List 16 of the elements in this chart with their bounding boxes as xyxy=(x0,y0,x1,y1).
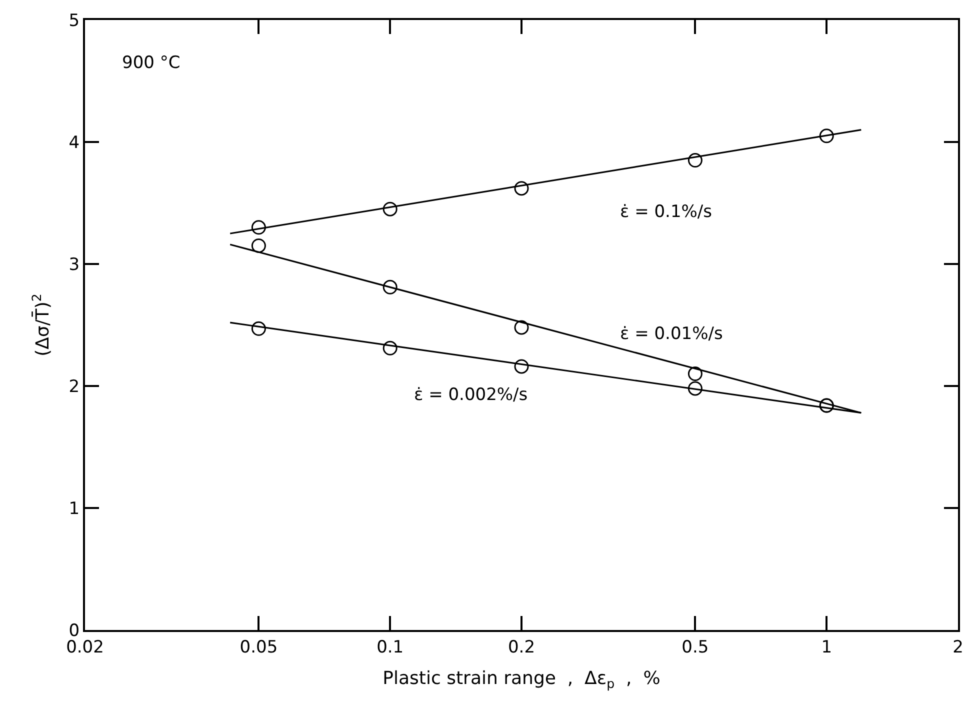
y-tick-label: 2 xyxy=(68,376,80,397)
annotation: ε̇ = 0.1%/s xyxy=(620,202,712,222)
x-tick-label: 0.1 xyxy=(376,637,404,658)
x-tick-label: 2 xyxy=(952,637,964,658)
y-tick-label: 5 xyxy=(68,10,80,31)
x-tick-label: 0.5 xyxy=(682,637,709,658)
x-tick-label: 1 xyxy=(821,637,832,658)
y-tick-label: 1 xyxy=(68,498,80,519)
x-tick-label: 0.05 xyxy=(240,637,278,658)
y-tick-label: 4 xyxy=(68,132,80,153)
annotation: ε̇ = 0.01%/s xyxy=(620,324,723,344)
y-tick-label: 3 xyxy=(68,254,80,275)
annotation: ε̇ = 0.002%/s xyxy=(414,385,528,405)
x-tick-label: 0.2 xyxy=(508,637,536,658)
annotation: 900 °C xyxy=(122,53,180,73)
x-axis-title: Plastic strain range , Δε$_{p}$ , % xyxy=(382,668,660,691)
